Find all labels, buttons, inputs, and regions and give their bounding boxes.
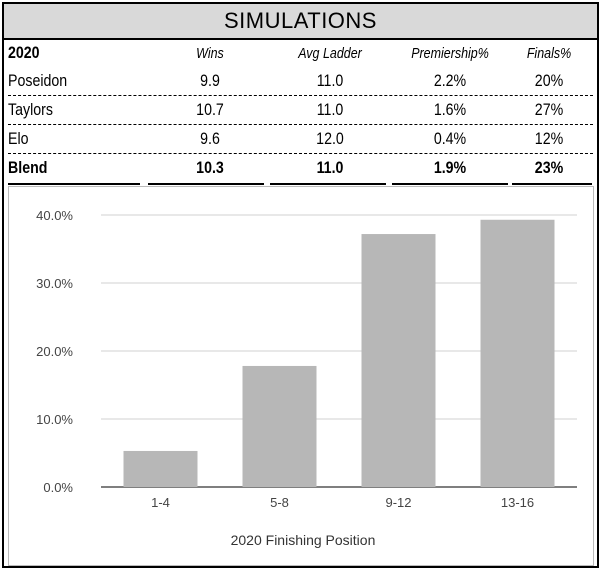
cell-wins: 10.7 bbox=[196, 100, 224, 119]
table-row-taylors: Taylors 10.7 11.0 1.6% 27% bbox=[8, 96, 593, 125]
y-axis-ticks: 0.0% 10.0% 20.0% 30.0% 40.0% bbox=[36, 208, 73, 495]
row-name: Elo bbox=[8, 129, 29, 148]
x-tick-label: 9-12 bbox=[385, 495, 411, 510]
y-tick-label: 20.0% bbox=[36, 344, 73, 359]
table-row-poseidon: Poseidon 9.9 11.0 2.2% 20% bbox=[8, 67, 593, 96]
year-label: 2020 bbox=[8, 44, 40, 62]
cell-finals: 12% bbox=[534, 129, 564, 148]
bars bbox=[123, 219, 555, 487]
total-underline bbox=[392, 183, 508, 185]
total-underline bbox=[270, 183, 386, 185]
panel-title: SIMULATIONS bbox=[4, 4, 597, 40]
row-name: Blend bbox=[8, 159, 48, 177]
x-tick-label: 5-8 bbox=[270, 495, 289, 510]
bar-chart: 0.0% 10.0% 20.0% 30.0% 40.0% 1-4 5-8 9-12 13-16… bbox=[36, 208, 577, 548]
cell-finals: 20% bbox=[534, 71, 564, 90]
y-tick-label: 40.0% bbox=[36, 208, 73, 223]
stats-table: 2020 Wins Avg Ladder Premiership% Finals… bbox=[8, 40, 593, 185]
bar-9-12 bbox=[361, 234, 436, 487]
table-row-blend-total: Blend 10.3 11.0 1.9% 23% bbox=[8, 154, 593, 185]
cell-finals: 27% bbox=[534, 100, 564, 119]
x-tick-label: 13-16 bbox=[501, 495, 534, 510]
finishing-position-chart: 0.0% 10.0% 20.0% 30.0% 40.0% 1-4 5-8 9-12 13-16… bbox=[8, 186, 594, 566]
cell-premiership: 0.4% bbox=[433, 129, 467, 148]
total-underline bbox=[8, 183, 140, 185]
cell-wins: 9.9 bbox=[200, 71, 220, 90]
cell-avg-ladder: 11.0 bbox=[316, 159, 344, 177]
col-header-premiership: Premiership% bbox=[411, 45, 489, 62]
bar-5-8 bbox=[242, 365, 317, 487]
cell-finals: 23% bbox=[534, 159, 564, 177]
table-row-elo: Elo 9.6 12.0 0.4% 12% bbox=[8, 125, 593, 154]
y-tick-label: 0.0% bbox=[43, 480, 73, 495]
cell-premiership: 1.9% bbox=[433, 159, 467, 177]
table-header-row: 2020 Wins Avg Ladder Premiership% Finals… bbox=[8, 40, 593, 67]
row-name: Poseidon bbox=[8, 71, 68, 90]
y-tick-label: 10.0% bbox=[36, 412, 73, 427]
cell-wins: 10.3 bbox=[196, 159, 224, 177]
total-underline bbox=[512, 183, 592, 185]
bar-13-16 bbox=[480, 219, 555, 487]
cell-avg-ladder: 12.0 bbox=[316, 129, 344, 148]
row-name: Taylors bbox=[8, 100, 53, 119]
cell-premiership: 2.2% bbox=[433, 71, 467, 90]
total-underline bbox=[148, 183, 264, 185]
col-header-wins: Wins bbox=[196, 45, 224, 62]
cell-avg-ladder: 11.0 bbox=[316, 71, 344, 90]
y-tick-label: 30.0% bbox=[36, 276, 73, 291]
x-axis-label: 2020 Finishing Position bbox=[231, 532, 376, 548]
x-axis-ticks: 1-4 5-8 9-12 13-16 bbox=[151, 495, 534, 510]
bar-1-4 bbox=[123, 450, 198, 487]
x-tick-label: 1-4 bbox=[151, 495, 170, 510]
cell-avg-ladder: 11.0 bbox=[316, 100, 344, 119]
simulations-panel: SIMULATIONS 2020 Wins Avg Ladder Premier… bbox=[2, 2, 599, 568]
col-header-finals: Finals% bbox=[526, 45, 572, 62]
cell-wins: 9.6 bbox=[200, 129, 220, 148]
col-header-avg-ladder: Avg Ladder bbox=[298, 45, 362, 62]
cell-premiership: 1.6% bbox=[433, 100, 467, 119]
